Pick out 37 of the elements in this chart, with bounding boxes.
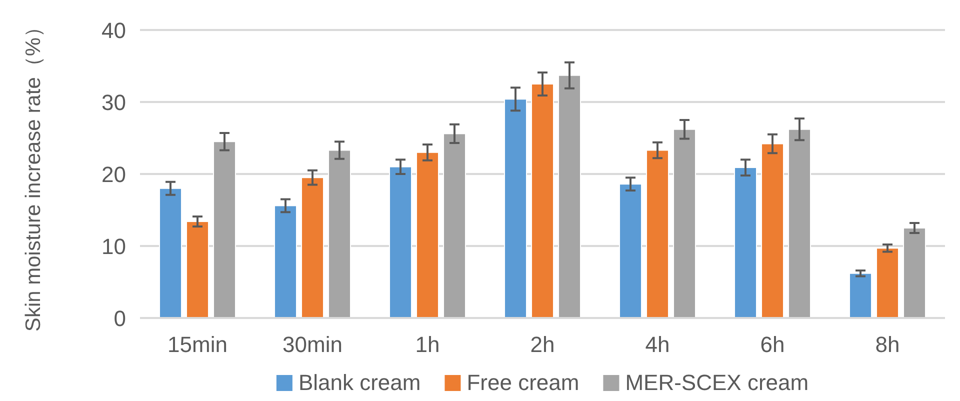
legend-label: MER-SCEX cream	[625, 370, 809, 395]
x-tick-label: 30min	[282, 332, 342, 357]
bar	[619, 184, 642, 318]
bar	[416, 152, 439, 318]
bar	[443, 133, 466, 318]
legend-label: Free cream	[466, 370, 580, 395]
bar	[761, 143, 784, 318]
legend-label: Blank cream	[298, 370, 421, 395]
bar	[186, 221, 209, 318]
bar	[646, 150, 669, 318]
x-tick-label: 4h	[645, 332, 670, 357]
bar	[531, 84, 554, 318]
bar	[389, 166, 412, 318]
bar	[301, 177, 324, 318]
bar	[159, 188, 182, 318]
x-tick-label: 15min	[168, 332, 228, 357]
x-tick-label: 6h	[760, 332, 785, 357]
bar	[876, 248, 899, 318]
y-tick-label: 20	[102, 162, 126, 187]
bar	[788, 128, 811, 318]
bar	[734, 167, 757, 318]
bar	[903, 228, 926, 318]
x-tick-label: 8h	[875, 332, 900, 357]
bar	[673, 128, 696, 318]
bar	[274, 205, 297, 318]
bar	[504, 98, 527, 318]
y-tick-label: 30	[102, 90, 126, 115]
y-tick-label: 10	[102, 234, 126, 259]
y-axis-title: Skin moisture increase rate（%）	[22, 16, 45, 332]
bar	[849, 272, 872, 318]
x-tick-label: 2h	[530, 332, 555, 357]
y-tick-label: 0	[114, 306, 126, 331]
x-tick-label: 1h	[415, 332, 440, 357]
bar	[558, 74, 581, 318]
bar	[213, 141, 236, 318]
y-tick-label: 40	[102, 18, 126, 43]
bar	[328, 150, 351, 318]
